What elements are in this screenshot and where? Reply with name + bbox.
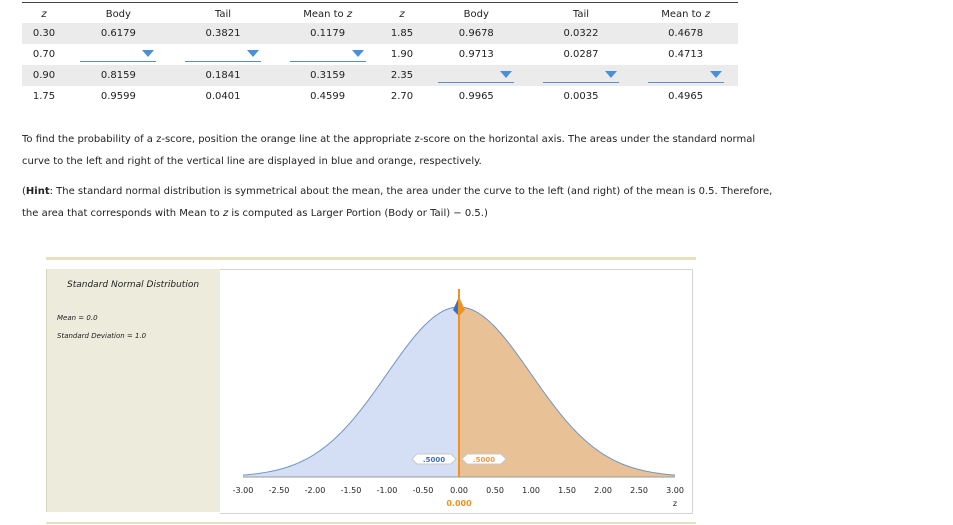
mean-to-z-value: 0.4965	[668, 91, 704, 102]
instructions-line-2: curve to the left and right of the verti…	[22, 156, 482, 167]
x-tick-label: 0.00	[450, 486, 468, 495]
body-dropdown-2[interactable]	[438, 68, 515, 83]
dropdown-arrow-icon	[604, 71, 617, 78]
body-value: 0.8159	[66, 65, 171, 86]
col-header-z-2: z	[399, 8, 405, 20]
col-header-body-2: Body	[463, 8, 489, 20]
mean-to-z-value: 0.4713	[668, 49, 704, 60]
mean-to-z-answer-cell	[633, 65, 738, 86]
z-value: 0.90	[22, 65, 66, 86]
body-value: 0.9713	[458, 49, 494, 60]
x-tick-label: 3.00	[666, 486, 684, 495]
col-header-tail: Tail	[214, 8, 232, 20]
tail-dropdown[interactable]	[184, 47, 261, 62]
dropdown-arrow-icon	[246, 50, 259, 57]
x-tick-label: -2.00	[305, 486, 326, 495]
x-tick-label: 1.50	[558, 486, 576, 495]
z-value: 1.85	[379, 23, 424, 44]
tail-value: 0.0401	[205, 91, 241, 102]
instructions-line-1: To find the probability of a z-score, po…	[22, 134, 756, 145]
tool-frame-top-border	[46, 257, 696, 260]
table-row: 0.70 1.90 0.9713 0.0287 0.4713	[22, 44, 738, 65]
hint-line-2-z: z	[222, 208, 229, 219]
mean-to-z-value: 0.4599	[310, 91, 346, 102]
tail-value: 0.3821	[170, 23, 276, 44]
tail-value: 0.0035	[563, 91, 599, 102]
table-header-row: z Body Tail Mean to z z Body Tail Mean t…	[22, 5, 738, 23]
table-row: 0.90 0.8159 0.1841 0.3159 2.35	[22, 65, 738, 86]
body-answer-cell	[66, 44, 171, 65]
mean-to-z-value: 0.3159	[275, 65, 380, 86]
right-area-label: .5000	[473, 456, 495, 464]
dropdown-arrow-icon	[709, 71, 722, 78]
hint-open-paren: (	[22, 186, 26, 197]
col-header-tail-2: Tail	[572, 8, 590, 20]
left-area-fill	[243, 307, 459, 477]
z-value: 2.70	[390, 91, 414, 102]
col-header-z: z	[41, 8, 47, 20]
tail-value: 0.0322	[528, 23, 634, 44]
hint-line-2a: the area that corresponds with Mean to	[22, 208, 223, 219]
instructions-text: To find the probability of a z-score, po…	[22, 129, 882, 173]
mean-to-z-value: 0.4678	[633, 23, 738, 44]
hint-line-1: : The standard normal distribution is sy…	[49, 186, 773, 197]
body-answer-cell	[423, 65, 529, 86]
body-value: 0.6179	[66, 23, 171, 44]
col-header-mean-to-z: Mean to z	[303, 8, 353, 20]
body-value: 0.9965	[458, 91, 494, 102]
x-tick-label: -2.50	[269, 486, 290, 495]
tail-value: 0.0287	[563, 49, 599, 60]
drag-handle-left-icon[interactable]	[453, 299, 458, 315]
hint-text: (Hint: The standard normal distribution …	[22, 181, 882, 225]
x-tick-label: 1.00	[522, 486, 540, 495]
table-top-rule	[22, 2, 738, 3]
col-header-body: Body	[105, 8, 131, 20]
body-value: 0.9599	[100, 91, 136, 102]
z-readout: 0.000	[446, 499, 472, 508]
left-area-label: .5000	[423, 456, 445, 464]
mean-to-z-value: 0.1179	[275, 23, 380, 44]
x-tick-label: 2.50	[630, 486, 648, 495]
z-value: 1.75	[32, 91, 56, 102]
x-tick-label: -1.00	[377, 486, 398, 495]
x-tick-label: 2.00	[594, 486, 612, 495]
tail-value: 0.1841	[170, 65, 276, 86]
body-dropdown[interactable]	[80, 47, 157, 62]
x-tick-label: 0.50	[486, 486, 504, 495]
mean-to-z-answer-cell	[275, 44, 380, 65]
x-tick-label: -0.50	[413, 486, 434, 495]
mean-label: Mean = 0.0	[57, 314, 98, 322]
z-table: z Body Tail Mean to z z Body Tail Mean t…	[22, 5, 738, 107]
x-axis-label: z	[673, 499, 677, 508]
hint-label: Hint	[25, 186, 50, 197]
tail-dropdown-2[interactable]	[542, 68, 619, 83]
distribution-info-panel: Standard Normal Distribution Mean = 0.0 …	[46, 269, 221, 512]
tail-answer-cell	[528, 65, 634, 86]
z-value: 2.35	[379, 65, 424, 86]
col-header-mean-to-z-2: Mean to z	[661, 8, 711, 20]
tool-frame-bottom-border	[46, 522, 696, 524]
z-value: 0.70	[32, 49, 56, 60]
left-area-label-tag	[411, 453, 457, 465]
hint-line-2b: is computed as Larger Portion (Body or T…	[228, 208, 488, 219]
table-row: 0.30 0.6179 0.3821 0.1179 1.85 0.9678 0.…	[22, 23, 738, 44]
body-value: 0.9678	[423, 23, 529, 44]
table-row: 1.75 0.9599 0.0401 0.4599 2.70 0.9965 0.…	[22, 86, 738, 107]
z-value: 1.90	[390, 49, 414, 60]
mean-to-z-dropdown[interactable]	[289, 47, 366, 62]
right-area-fill	[459, 307, 675, 477]
x-tick-label: -1.50	[341, 486, 362, 495]
mean-to-z-dropdown-2[interactable]	[647, 68, 724, 83]
dropdown-arrow-icon	[142, 50, 155, 57]
right-area-label-tag	[461, 453, 507, 465]
sd-label: Standard Deviation = 1.0	[57, 332, 147, 340]
tail-answer-cell	[171, 44, 276, 65]
z-value: 0.30	[22, 23, 66, 44]
normal-distribution-chart[interactable]: -3.00 -2.50 -2.00 -1.50 -1.00 -0.50 0.00 0.50 1.…	[220, 269, 692, 512]
x-tick-label: -3.00	[233, 486, 254, 495]
panel-title: Standard Normal Distribution	[67, 280, 200, 290]
dropdown-arrow-icon	[500, 71, 513, 78]
dropdown-arrow-icon	[351, 50, 364, 57]
drag-handle-right-icon[interactable]	[460, 299, 465, 315]
